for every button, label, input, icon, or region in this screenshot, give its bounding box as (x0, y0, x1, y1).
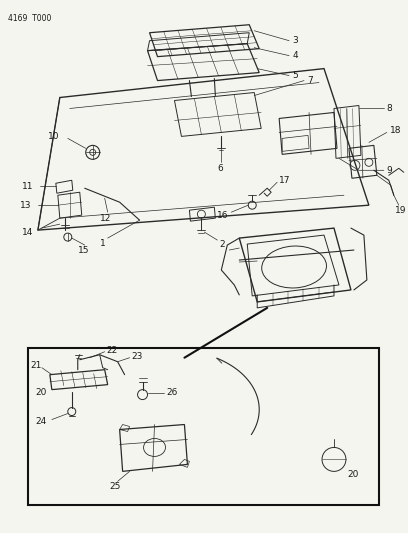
Text: 25: 25 (110, 482, 121, 491)
Text: 22: 22 (106, 346, 118, 355)
Text: 10: 10 (48, 132, 59, 141)
Text: 26: 26 (166, 388, 178, 397)
Text: 20: 20 (347, 470, 358, 479)
Text: 23: 23 (132, 352, 143, 361)
Text: 4169  T000: 4169 T000 (8, 14, 51, 23)
Text: 17: 17 (279, 176, 290, 185)
Bar (28, 348, 379, 505)
Text: 14: 14 (22, 228, 33, 237)
Text: 8: 8 (387, 104, 392, 113)
Text: 4: 4 (292, 51, 298, 60)
Text: 24: 24 (35, 417, 46, 426)
Text: 20: 20 (35, 388, 46, 397)
Text: 9: 9 (387, 166, 392, 175)
Text: 13: 13 (20, 201, 31, 209)
Text: 16: 16 (217, 211, 229, 220)
Text: 1: 1 (100, 239, 105, 247)
Text: 18: 18 (390, 126, 401, 135)
Text: 6: 6 (217, 164, 223, 173)
Text: 5: 5 (292, 71, 298, 80)
Text: 7: 7 (307, 76, 313, 85)
Text: 2: 2 (220, 239, 225, 248)
Text: 21: 21 (30, 361, 41, 370)
Text: 12: 12 (100, 214, 111, 223)
Text: 19: 19 (395, 206, 406, 215)
Text: 11: 11 (22, 182, 33, 191)
Text: 3: 3 (292, 36, 298, 45)
Text: 15: 15 (78, 246, 89, 255)
